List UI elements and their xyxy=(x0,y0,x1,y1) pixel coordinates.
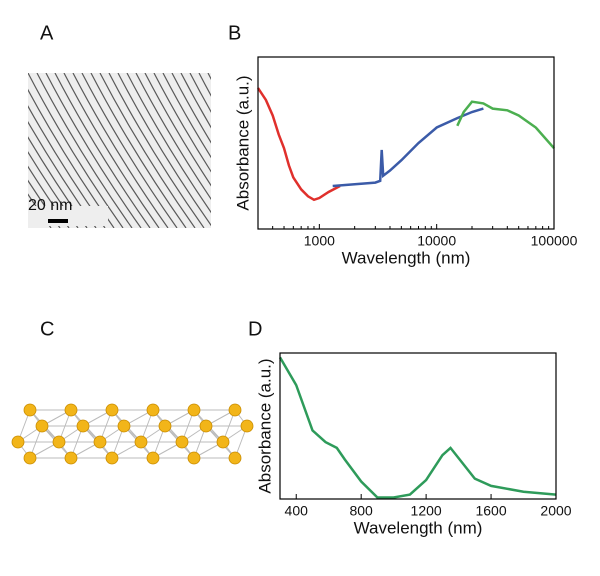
atom xyxy=(199,419,213,433)
x-tick-label: 10000 xyxy=(417,233,456,249)
atom xyxy=(228,451,242,465)
x-tick-label: 2000 xyxy=(540,503,571,519)
nanowire xyxy=(171,73,211,144)
atom xyxy=(23,451,37,465)
y-axis-label: Absorbance (a.u.) xyxy=(233,75,252,210)
x-tick-label: 1600 xyxy=(475,503,506,519)
scale-bar xyxy=(48,219,68,223)
atom xyxy=(175,435,189,449)
nanowire xyxy=(117,73,211,227)
panel-label: C xyxy=(40,318,54,340)
tem-image xyxy=(28,73,348,228)
x-tick-label: 1000 xyxy=(304,233,335,249)
atom xyxy=(187,403,201,417)
atom xyxy=(228,403,242,417)
atom xyxy=(216,435,230,449)
x-tick-label: 800 xyxy=(349,503,373,519)
nanowire xyxy=(99,73,196,228)
x-tick-label: 1200 xyxy=(411,503,442,519)
atom xyxy=(105,451,119,465)
crystal-structure xyxy=(11,403,254,465)
scale-bar-label: 20 nm xyxy=(28,197,72,214)
nanowire xyxy=(189,73,211,113)
plot-frame xyxy=(279,352,557,500)
nanowire xyxy=(36,73,133,228)
nanowire xyxy=(54,73,151,228)
nanowire xyxy=(207,73,211,80)
nanowire xyxy=(135,73,211,200)
x-tick-label: 400 xyxy=(285,503,309,519)
panel-label: D xyxy=(248,318,262,340)
atom xyxy=(146,451,160,465)
nanowire xyxy=(81,73,178,228)
x-tick-label: 100000 xyxy=(531,233,578,249)
nanowire xyxy=(72,73,169,228)
atom xyxy=(52,435,66,449)
x-axis-label: Wavelength (nm) xyxy=(342,248,471,267)
panel-label: A xyxy=(40,22,54,44)
atom xyxy=(11,435,25,449)
atom xyxy=(117,419,131,433)
atom xyxy=(105,403,119,417)
nanowire xyxy=(162,73,211,159)
panel-label: B xyxy=(228,22,241,44)
nanowire xyxy=(45,73,142,228)
nanowire xyxy=(144,73,211,187)
nanowire xyxy=(253,73,348,228)
nanowire xyxy=(108,73,205,228)
data-line xyxy=(256,87,341,202)
atom xyxy=(146,403,160,417)
data-line xyxy=(456,100,555,150)
atom xyxy=(23,403,37,417)
atom xyxy=(64,451,78,465)
y-axis-label: Absorbance (a.u.) xyxy=(255,358,274,493)
atom xyxy=(35,419,49,433)
atom xyxy=(240,419,254,433)
plot-frame xyxy=(257,56,555,230)
nanowire xyxy=(198,73,211,97)
nanowire xyxy=(28,73,124,228)
data-line xyxy=(278,356,557,499)
x-axis-label: Wavelength (nm) xyxy=(354,518,483,537)
atom xyxy=(93,435,107,449)
atom xyxy=(187,451,201,465)
atom xyxy=(158,419,172,433)
nanowire xyxy=(153,73,211,173)
atom xyxy=(134,435,148,449)
atom xyxy=(64,403,78,417)
nanowire xyxy=(180,73,211,129)
nanowire xyxy=(90,73,187,228)
atom xyxy=(76,419,90,433)
nanowire xyxy=(63,73,160,228)
nanowire xyxy=(126,73,211,214)
data-line xyxy=(332,107,484,188)
